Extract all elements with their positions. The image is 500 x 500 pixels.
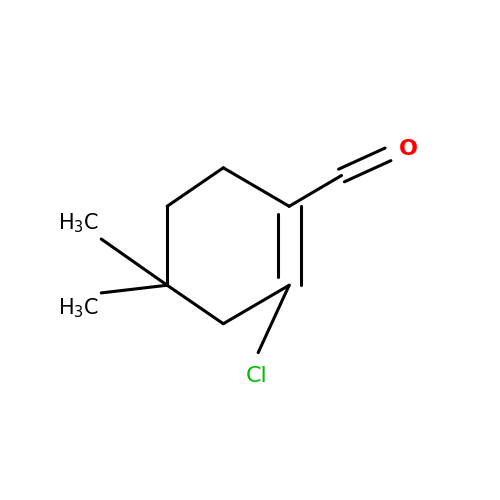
Text: H$_3$C: H$_3$C <box>58 212 100 235</box>
Text: H$_3$C: H$_3$C <box>58 297 100 320</box>
Text: O: O <box>399 138 418 158</box>
Text: Cl: Cl <box>246 366 267 386</box>
